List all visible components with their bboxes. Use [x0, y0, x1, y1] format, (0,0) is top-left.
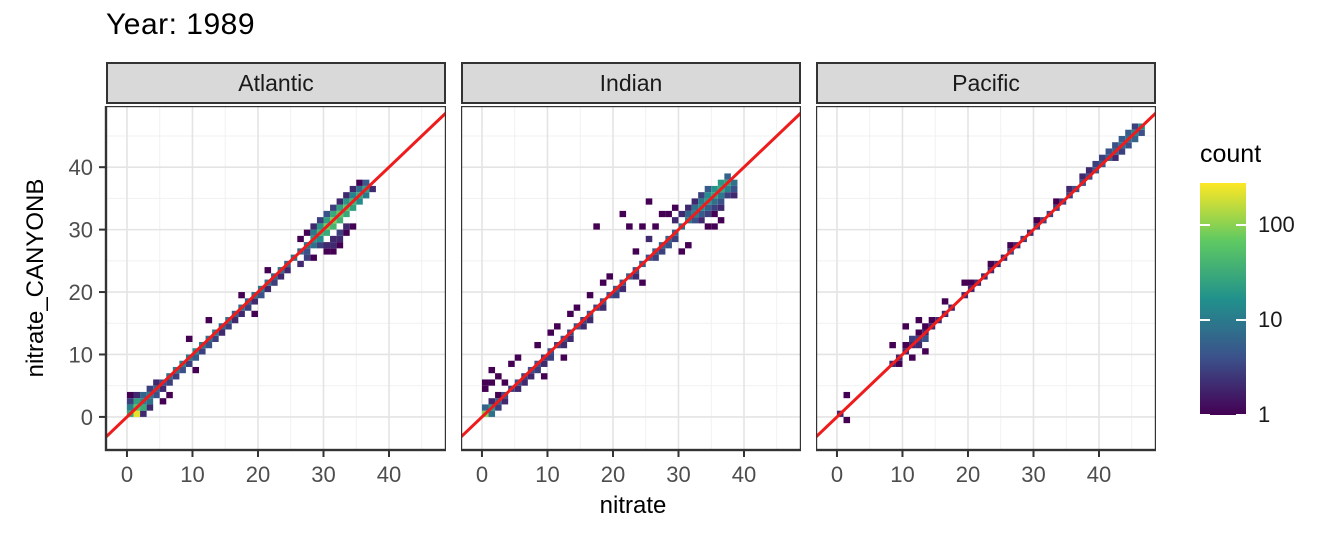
- svg-text:20: 20: [69, 280, 93, 305]
- svg-text:40: 40: [69, 155, 93, 180]
- svg-text:30: 30: [311, 462, 335, 487]
- svg-text:10: 10: [69, 342, 93, 367]
- colorbar-wrap: 100 10 1: [1200, 183, 1344, 427]
- svg-text:40: 40: [732, 462, 756, 487]
- x-axis-title: nitrate: [599, 492, 667, 519]
- panel-border: [461, 106, 801, 452]
- svg-text:10: 10: [180, 462, 204, 487]
- svg-text:0: 0: [121, 462, 133, 487]
- y-axis-ticks: 0 10 20 30 40: [69, 155, 106, 430]
- facet-strip-label: Indian: [599, 69, 663, 96]
- svg-text:0: 0: [81, 405, 93, 430]
- colorbar-tick: [1200, 224, 1210, 227]
- colorbar-tick-label: 10: [1258, 307, 1283, 333]
- svg-text:20: 20: [601, 462, 625, 487]
- legend-count: count 100 10 1: [1196, 140, 1344, 427]
- facet-strip-pacific: Pacific: [816, 62, 1156, 104]
- facet-strip-indian: Indian: [461, 62, 801, 104]
- identity-line: [816, 110, 1156, 439]
- legend-title: count: [1200, 140, 1262, 168]
- svg-text:40: 40: [377, 462, 401, 487]
- svg-text:40: 40: [1087, 462, 1111, 487]
- svg-text:10: 10: [535, 462, 559, 487]
- colorbar-tick: [1236, 224, 1246, 227]
- panel-border: [816, 106, 1156, 452]
- x-axis-ticks: 0 10 20 30 40: [831, 450, 1111, 487]
- svg-text:30: 30: [666, 462, 690, 487]
- y-axis-title: nitrate_CANYONB: [22, 178, 49, 378]
- facet-panel-atlantic: 0 10 20 30 40 0 10 20 30 40: [69, 106, 446, 487]
- svg-text:20: 20: [246, 462, 270, 487]
- colorbar-tick-label: 1: [1258, 402, 1271, 427]
- facet-strip-label: Pacific: [952, 69, 1020, 96]
- identity-line: [106, 110, 446, 439]
- svg-text:10: 10: [890, 462, 914, 487]
- facet-strip-label: Atlantic: [238, 69, 314, 96]
- colorbar-tick: [1236, 319, 1246, 322]
- plot-title: Year: 1989: [106, 8, 256, 41]
- x-axis-ticks: 0 10 20 30 40: [476, 450, 756, 487]
- facet-panel-indian: 0 10 20 30 40: [461, 106, 801, 487]
- svg-text:0: 0: [476, 462, 488, 487]
- svg-text:30: 30: [1021, 462, 1045, 487]
- identity-line: [461, 110, 801, 439]
- panel-border: [104, 106, 446, 452]
- colorbar-tick: [1236, 414, 1246, 416]
- colorbar-gradient: [1200, 183, 1246, 415]
- svg-text:30: 30: [69, 218, 93, 243]
- svg-text:0: 0: [831, 462, 843, 487]
- facet-panel-pacific: 0 10 20 30 40: [816, 106, 1156, 487]
- colorbar-tick: [1200, 414, 1210, 416]
- colorbar-tick-label: 100: [1258, 212, 1295, 238]
- colorbar-tick: [1200, 319, 1210, 322]
- gridlines: [816, 106, 1156, 450]
- x-axis-ticks: 0 10 20 30 40: [121, 450, 401, 487]
- svg-text:20: 20: [956, 462, 980, 487]
- facet-strip-atlantic: Atlantic: [106, 62, 446, 104]
